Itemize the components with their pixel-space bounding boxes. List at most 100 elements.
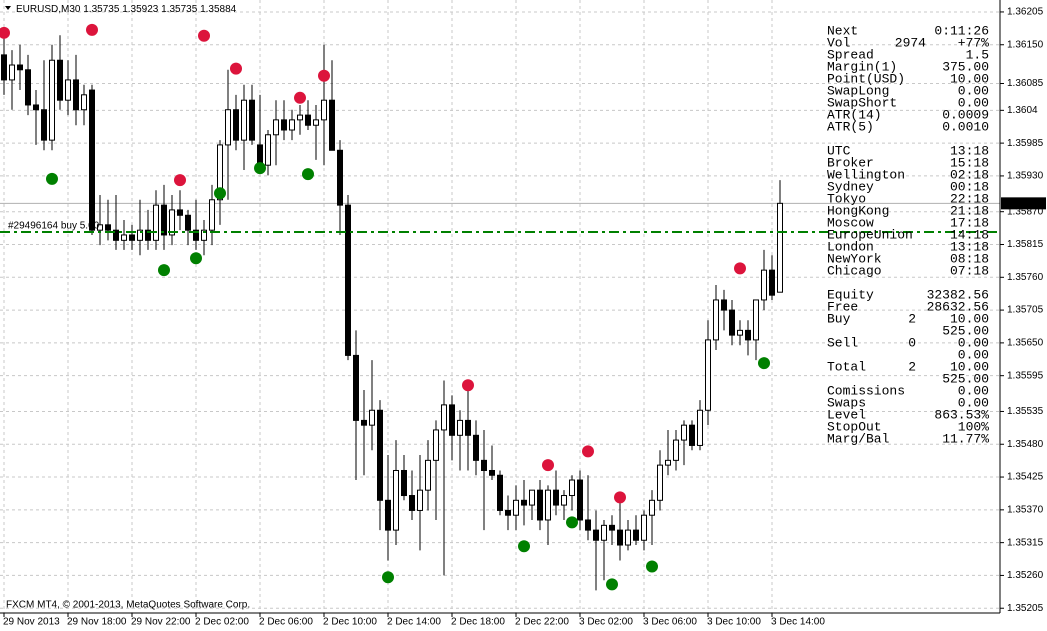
signal-dot [302, 168, 314, 181]
candle-body [161, 204, 167, 236]
candle-body [617, 529, 623, 546]
signal-dot [214, 187, 226, 200]
panel-label: Sell [827, 335, 858, 350]
candle-body [473, 434, 479, 461]
candle-body [593, 529, 599, 541]
candle-body [745, 329, 751, 341]
candle-body [193, 229, 199, 241]
panel-value: 0.0010 [942, 119, 989, 134]
signal-dot [158, 264, 170, 277]
signal-dot [0, 26, 10, 39]
panel-label: Free [827, 299, 858, 314]
panel-value: 0.00 [958, 347, 989, 362]
candle-body [529, 489, 535, 506]
panel-value: 15:18 [950, 155, 989, 170]
candle-body [265, 134, 271, 166]
panel-value: 0.00 [958, 335, 989, 350]
x-tick-label: 2 Dec 14:00 [387, 617, 441, 628]
x-tick-label: 2 Dec 22:00 [515, 617, 569, 628]
candle-body [705, 339, 711, 411]
panel-value: 525.00 [942, 323, 989, 338]
candle-body [409, 495, 415, 511]
y-tick-label: 1.36205 [1007, 7, 1044, 18]
panel-label: Marg/Bal [827, 431, 890, 446]
panel-value: 22:18 [950, 191, 989, 206]
candle-body [185, 214, 191, 231]
panel-label: Tokyo [827, 191, 866, 206]
candle-body [369, 409, 375, 426]
candle-body [321, 99, 327, 121]
panel-label: Moscow [827, 215, 874, 230]
candle-body [401, 469, 407, 497]
candle-body [153, 204, 159, 241]
signal-dot [542, 459, 554, 472]
x-tick-label: 3 Dec 10:00 [707, 617, 761, 628]
signal-dot [382, 571, 394, 584]
candle-body [433, 429, 439, 461]
candle-body [553, 489, 559, 506]
order-label: #29496164 buy 5.00 [8, 221, 100, 232]
y-tick-label: 1.35650 [1007, 338, 1044, 349]
candle-body [121, 234, 127, 241]
candle-body [465, 419, 471, 436]
panel-value: 11.77% [942, 431, 989, 446]
candle-body [385, 499, 391, 531]
price-label: 1.35884 [1006, 198, 1043, 209]
panel-value: 0.00 [958, 395, 989, 410]
panel-label: London [827, 239, 874, 254]
y-tick-label: 1.36150 [1007, 39, 1044, 50]
candle-body [177, 209, 183, 216]
y-tick-label: 1.35760 [1007, 272, 1044, 283]
panel-label: Point(USD) [827, 71, 905, 86]
candle-body [449, 404, 455, 436]
panel-value: 0:11:26 [934, 23, 989, 38]
candle-body [137, 229, 143, 241]
candle-body [681, 424, 687, 441]
plot: #29496164 buy 5.00 [0, 23, 1000, 591]
candle-body [297, 114, 303, 121]
candle-body [753, 299, 759, 341]
candle-body [241, 99, 247, 141]
panel-label: ATR(5) [827, 119, 874, 134]
header: EURUSD,M30 1.35735 1.35923 1.35735 1.358… [16, 4, 237, 15]
panel-label: Buy [827, 311, 851, 326]
candle-body [513, 499, 519, 516]
menu-icon[interactable] [5, 6, 11, 10]
candle-body [17, 64, 23, 71]
panel-value: 0.0009 [942, 107, 989, 122]
panel-value: 00:18 [950, 179, 989, 194]
panel-label: Broker [827, 155, 874, 170]
signal-dot [582, 445, 594, 458]
x-tick-label: 2 Dec 10:00 [323, 617, 377, 628]
candle-body [713, 299, 719, 341]
candle-body [225, 109, 231, 146]
y-tick-label: 1.35480 [1007, 439, 1044, 450]
panel-value: 1.5 [966, 47, 989, 62]
candle-body [761, 269, 767, 301]
candle-body [585, 519, 591, 531]
candle-body [721, 299, 727, 311]
panel-label: Level [827, 407, 866, 422]
panel-value: 14:18 [950, 227, 989, 242]
info-panel: Next 0:11:26 Vol 2974 +77% Spread 1.5 Margin(1)… [827, 23, 989, 446]
panel-value: 17:18 [950, 215, 989, 230]
candle-body [33, 104, 39, 111]
candle-body [1, 54, 7, 81]
panel-value: 13:18 [950, 239, 989, 254]
candle-body [481, 459, 487, 471]
candle-body [113, 229, 119, 241]
panel-value: 13:18 [950, 143, 989, 158]
candle-body [57, 59, 63, 101]
y-tick-label: 1.35930 [1007, 171, 1044, 182]
candle-body [313, 119, 319, 126]
panel-value: 08:18 [950, 251, 989, 266]
panel-mid: 2 [908, 359, 916, 374]
y-tick-label: 1.35535 [1007, 406, 1044, 417]
x-tick-label: 2 Dec 02:00 [195, 617, 249, 628]
candle-body [353, 354, 359, 421]
candle-body [537, 489, 543, 521]
x-tick-label: 29 Nov 18:00 [67, 617, 127, 628]
candle-body [673, 439, 679, 461]
y-tick-label: 1.35425 [1007, 472, 1044, 483]
